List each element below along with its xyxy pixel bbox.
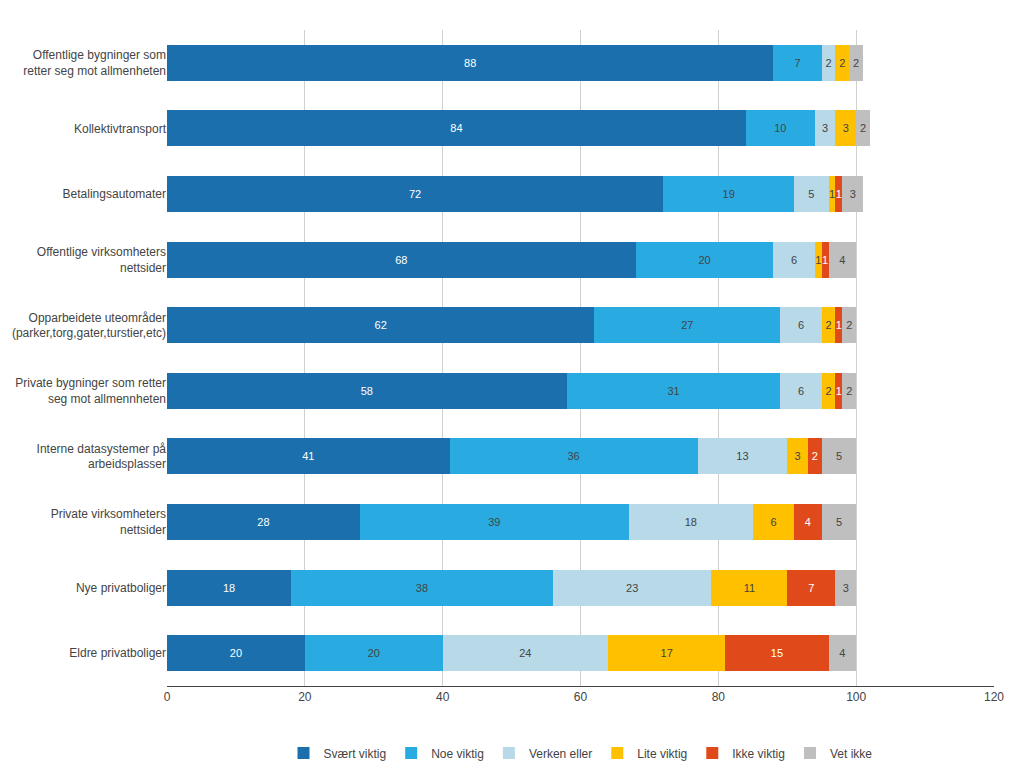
svg-text:100: 100 <box>846 690 866 704</box>
svg-text:Noe viktig: Noe viktig <box>431 747 484 761</box>
svg-text:6: 6 <box>798 385 804 397</box>
svg-text:5: 5 <box>836 516 842 528</box>
svg-text:72: 72 <box>409 188 421 200</box>
svg-text:5: 5 <box>808 188 814 200</box>
svg-text:38: 38 <box>416 582 428 594</box>
svg-text:24: 24 <box>519 647 531 659</box>
svg-text:Interne datasystemer påarbeids: Interne datasystemer påarbeidsplasser <box>37 442 167 472</box>
svg-text:Kollektivtransport: Kollektivtransport <box>74 122 167 136</box>
svg-text:88: 88 <box>464 57 476 69</box>
svg-text:Private bygninger som retterse: Private bygninger som retterseg mot allm… <box>15 376 166 406</box>
svg-text:1: 1 <box>815 254 821 266</box>
svg-text:3: 3 <box>822 122 828 134</box>
svg-text:2: 2 <box>826 385 832 397</box>
svg-text:Vet ikke: Vet ikke <box>830 747 872 761</box>
svg-text:Ikke viktig: Ikke viktig <box>732 747 785 761</box>
svg-text:2: 2 <box>853 57 859 69</box>
svg-text:Private virksomhetersnettsider: Private virksomhetersnettsider <box>51 507 166 537</box>
svg-text:62: 62 <box>375 319 387 331</box>
svg-text:36: 36 <box>567 450 579 462</box>
svg-text:17: 17 <box>661 647 673 659</box>
svg-text:2: 2 <box>826 319 832 331</box>
svg-text:20: 20 <box>698 254 710 266</box>
svg-text:58: 58 <box>361 385 373 397</box>
svg-text:Offentlige virksomhetersnettsi: Offentlige virksomhetersnettsider <box>37 245 166 275</box>
svg-text:6: 6 <box>770 516 776 528</box>
svg-text:31: 31 <box>667 385 679 397</box>
svg-text:11: 11 <box>744 582 755 594</box>
svg-text:68: 68 <box>395 254 407 266</box>
svg-text:4: 4 <box>839 254 845 266</box>
svg-text:7: 7 <box>795 57 801 69</box>
svg-text:20: 20 <box>368 647 380 659</box>
svg-text:28: 28 <box>257 516 269 528</box>
svg-text:2: 2 <box>812 450 818 462</box>
svg-text:2: 2 <box>846 385 852 397</box>
svg-text:2: 2 <box>846 319 852 331</box>
svg-text:1: 1 <box>836 385 842 397</box>
svg-text:84: 84 <box>450 122 462 134</box>
svg-text:20: 20 <box>298 690 312 704</box>
svg-text:2: 2 <box>860 122 866 134</box>
svg-text:27: 27 <box>681 319 693 331</box>
svg-text:4: 4 <box>805 516 811 528</box>
svg-text:Svært viktig: Svært viktig <box>324 747 387 761</box>
svg-text:1: 1 <box>836 188 842 200</box>
svg-text:4: 4 <box>839 647 845 659</box>
svg-text:Opparbeidete uteområder(parker: Opparbeidete uteområder(parker,torg,gate… <box>12 311 166 341</box>
svg-text:120: 120 <box>984 690 1004 704</box>
svg-text:6: 6 <box>791 254 797 266</box>
svg-text:5: 5 <box>836 450 842 462</box>
svg-text:Verken eller: Verken eller <box>529 747 592 761</box>
svg-text:0: 0 <box>164 690 171 704</box>
svg-text:20: 20 <box>230 647 242 659</box>
svg-text:2: 2 <box>839 57 845 69</box>
svg-text:1: 1 <box>822 254 828 266</box>
svg-text:39: 39 <box>488 516 500 528</box>
svg-text:Eldre privatboliger: Eldre privatboliger <box>69 646 166 660</box>
svg-text:3: 3 <box>850 188 856 200</box>
svg-text:1: 1 <box>829 188 835 200</box>
svg-text:60: 60 <box>574 690 588 704</box>
svg-text:40: 40 <box>436 690 450 704</box>
svg-text:18: 18 <box>223 582 235 594</box>
svg-text:3: 3 <box>843 122 849 134</box>
svg-text:80: 80 <box>712 690 726 704</box>
svg-text:Betalingsautomater: Betalingsautomater <box>63 187 166 201</box>
svg-text:3: 3 <box>843 582 849 594</box>
svg-text:Lite viktig: Lite viktig <box>637 747 687 761</box>
svg-text:15: 15 <box>771 647 783 659</box>
svg-text:10: 10 <box>774 122 786 134</box>
svg-text:7: 7 <box>808 582 814 594</box>
svg-text:Nye privatboliger: Nye privatboliger <box>76 581 166 595</box>
svg-text:19: 19 <box>723 188 735 200</box>
svg-text:13: 13 <box>736 450 748 462</box>
svg-text:18: 18 <box>685 516 697 528</box>
svg-text:6: 6 <box>798 319 804 331</box>
svg-text:Offentlige bygninger somretter: Offentlige bygninger somretter seg mot a… <box>23 48 166 78</box>
svg-text:41: 41 <box>302 450 314 462</box>
svg-text:3: 3 <box>795 450 801 462</box>
svg-text:1: 1 <box>836 319 842 331</box>
svg-text:23: 23 <box>626 582 638 594</box>
svg-text:2: 2 <box>826 57 832 69</box>
